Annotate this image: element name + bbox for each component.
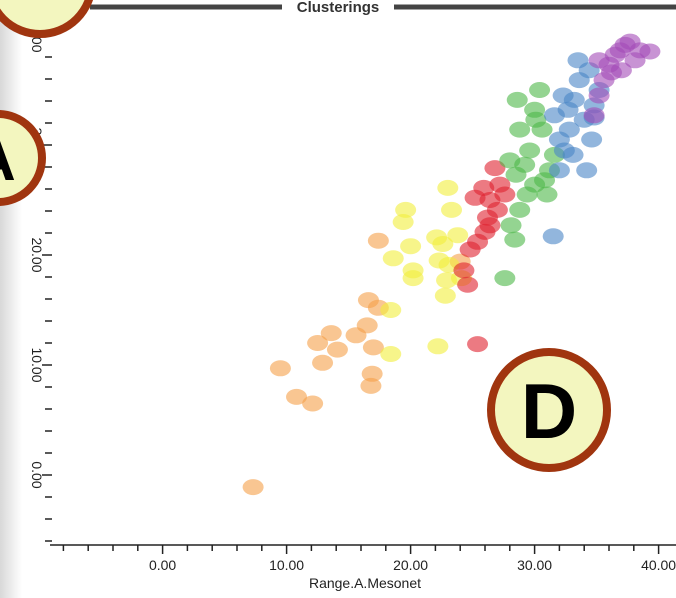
x-tick-label: 30.00 [517, 557, 552, 573]
data-point [583, 107, 605, 124]
data-point [395, 201, 417, 218]
data-point [494, 270, 516, 287]
badge-label: A [0, 126, 16, 193]
badge [0, 0, 94, 38]
data-point [302, 395, 324, 412]
data-point [356, 317, 378, 334]
data-point [382, 250, 404, 267]
data-point [427, 338, 449, 355]
data-point [509, 201, 531, 218]
panel-shadow [0, 0, 22, 598]
data-point [434, 287, 456, 304]
data-point [367, 232, 389, 249]
data-point [361, 365, 383, 382]
data-point [536, 186, 558, 203]
y-tick-label: 10.00 [29, 347, 45, 382]
x-axis-label: Range.A.Mesonet [309, 575, 421, 591]
x-tick-label: 40.00 [641, 557, 676, 573]
chart-title: Clusterings [297, 0, 380, 16]
badge-label: D [521, 367, 577, 455]
data-point [588, 52, 610, 69]
data-point [432, 236, 454, 252]
data-point [562, 146, 584, 163]
overlay: A D [0, 0, 611, 472]
title-background [282, 0, 394, 16]
data-point [320, 325, 342, 342]
plot-area: 0.0010.0020.0030.0040.000.0010.0020.0030… [29, 17, 676, 573]
badge [0, 110, 46, 206]
data-point [548, 162, 570, 179]
data-point [441, 201, 463, 218]
data-point [362, 339, 384, 356]
data-point [500, 217, 522, 234]
data-point [542, 228, 564, 245]
x-tick-label: 10.00 [269, 557, 304, 573]
data-point [576, 162, 598, 179]
data-point [494, 186, 516, 203]
data-point [326, 341, 348, 358]
data-point [400, 238, 422, 255]
data-point [242, 479, 264, 496]
data-point [380, 302, 402, 318]
data-point [307, 335, 329, 351]
data-point [588, 87, 610, 104]
data-point [639, 43, 661, 60]
data-point [486, 201, 508, 218]
data-point [506, 91, 528, 108]
data-point [447, 227, 469, 244]
data-point [516, 186, 538, 203]
data-point [499, 152, 521, 169]
data-point [552, 87, 574, 104]
data-point [360, 377, 382, 394]
data-point [286, 388, 308, 405]
data-point [484, 160, 506, 177]
data-point [380, 346, 402, 362]
data-point [392, 214, 414, 230]
data-point [543, 107, 565, 124]
data-point [269, 360, 291, 377]
data-point [624, 52, 646, 69]
data-point [479, 217, 501, 234]
data-point [600, 64, 622, 81]
data-point [437, 179, 459, 196]
y-tick-label: 0.00 [29, 461, 45, 488]
data-point [519, 142, 541, 159]
data-point [548, 131, 570, 148]
data-point [464, 189, 486, 206]
data-point [453, 262, 475, 279]
x-tick-label: 0.00 [149, 557, 176, 573]
data-point [504, 231, 526, 248]
y-tick-label: 20.00 [29, 237, 45, 272]
data-point [457, 276, 479, 293]
badge [487, 348, 611, 472]
x-tick-label: 20.00 [393, 557, 428, 573]
data-point [509, 121, 531, 138]
data-point [581, 131, 603, 148]
data-point [402, 270, 424, 287]
data-point [525, 111, 547, 128]
data-point [467, 336, 489, 353]
data-point [312, 354, 334, 371]
data-point [529, 82, 551, 98]
